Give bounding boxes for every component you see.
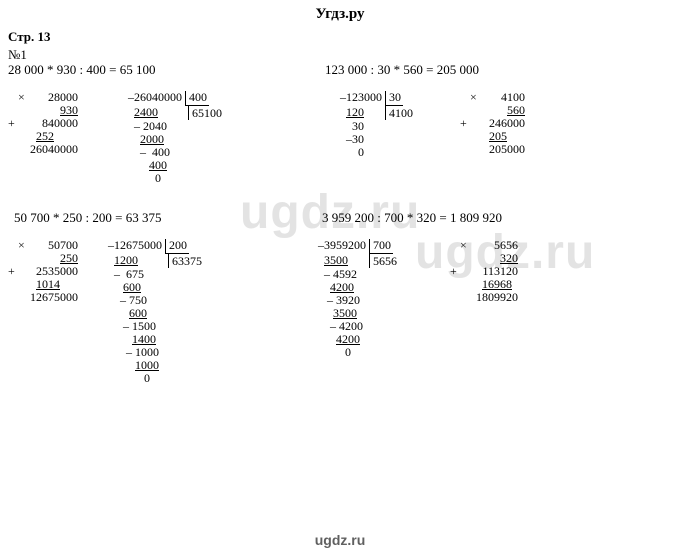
p2-mult-bot: 560 — [507, 103, 525, 117]
site-header: Угдз.ру — [0, 0, 680, 23]
p1-div-s3: 2000 — [140, 132, 164, 146]
plus-sign: + — [8, 265, 15, 278]
p3-div-s7: 1400 — [132, 332, 156, 346]
p1-div-s1: 2400 — [134, 105, 158, 119]
mult-sign: × — [18, 239, 25, 252]
p4-mult-top: 5656 — [494, 238, 518, 252]
p3-mult-p1: 1014 — [36, 277, 78, 291]
p1-div: –26040000 400 2400 65100 – 2040 2000 – 4… — [128, 78, 224, 185]
p1-equation: 28 000 * 930 : 400 = 65 100 — [8, 63, 155, 76]
mult-sign: × — [470, 91, 477, 104]
p2-mult: ×4100 560 +246000 205 205000 — [470, 78, 525, 156]
p3-div-s6: – 1500 — [123, 319, 156, 333]
plus-sign: + — [8, 117, 15, 130]
p1-div-dividend: 26040000 — [134, 91, 182, 104]
p2-mult-top: 4100 — [501, 90, 525, 104]
p3-div-s3: 600 — [123, 280, 141, 294]
p3-mult-p0: 2535000 — [36, 264, 78, 278]
p1-div-divisor: 400 — [185, 91, 209, 106]
p1-mult-bot: 930 — [60, 103, 78, 117]
p3-div-s2: – 675 — [114, 267, 144, 281]
p3-div-s8: – 1000 — [126, 345, 159, 359]
p1-div-s6: 0 — [155, 171, 161, 185]
p2-div-quot: 4100 — [385, 106, 415, 120]
p3-mult-top: 50700 — [48, 238, 78, 252]
p3-div-s9: 1000 — [135, 358, 159, 372]
p3-equation: 50 700 * 250 : 200 = 63 375 — [14, 211, 161, 224]
mult-sign: × — [18, 91, 25, 104]
plus-sign: + — [450, 265, 457, 278]
p2-mult-res: 205000 — [489, 142, 525, 156]
p2-div-s4: 0 — [358, 145, 364, 159]
p4-div-s6: – 4200 — [330, 319, 363, 333]
task-number: №1 — [8, 47, 680, 63]
mult-sign: × — [460, 239, 467, 252]
p3-mult-res: 12675000 — [30, 290, 78, 304]
p1-div-s5: 400 — [149, 158, 167, 172]
p4-div-dividend: 3959200 — [324, 239, 366, 252]
p4-div-s7: 4200 — [336, 332, 360, 346]
p4-div-s3: 4200 — [330, 280, 354, 294]
page-label: Стр. 13 — [8, 29, 680, 45]
p4-div-divisor: 700 — [369, 239, 393, 254]
p3-div-s1: 1200 — [114, 253, 138, 267]
p1-mult-res: 26040000 — [30, 142, 78, 156]
p2-div-s3: –30 — [346, 132, 364, 146]
p1-mult: ×28000 930 +840000 252 26040000 — [18, 78, 78, 156]
p1-mult-p1: 252 — [36, 129, 78, 143]
p1-mult-top: 28000 — [48, 90, 78, 104]
p3-div-s4: – 750 — [120, 293, 147, 307]
p2-div-dividend: 123000 — [346, 91, 382, 104]
p4-equation: 3 959 200 : 700 * 320 = 1 809 920 — [322, 211, 502, 224]
p4-div: –3959200 700 3500 5656 – 4592 4200 – 392… — [318, 226, 399, 359]
footer-watermark: ugdz.ru — [0, 532, 680, 548]
p4-mult-res: 1809920 — [476, 290, 518, 304]
p2-mult-p1: 205 — [489, 129, 525, 143]
plus-sign: + — [460, 117, 467, 130]
p3-div-s5: 600 — [129, 306, 147, 320]
p2-div: –123000 30 120 4100 30 –30 00 — [340, 78, 415, 159]
p4-mult-p1: 16968 — [482, 277, 518, 291]
p4-div-s1: 3500 — [324, 253, 348, 267]
p4-mult-p0: 113120 — [482, 264, 518, 278]
p3-div-s10: 0 — [144, 371, 150, 385]
p4-mult-bot: 320 — [500, 251, 518, 265]
p3-mult-bot: 250 — [60, 251, 78, 265]
p2-div-s2: 30 — [349, 119, 364, 133]
p3-div-dividend: 12675000 — [114, 239, 162, 252]
p4-div-s4: – 3920 — [327, 293, 360, 307]
p4-div-s2: – 4592 — [324, 267, 357, 281]
p3-div-quot: 63375 — [168, 254, 204, 268]
p4-div-quot: 5656 — [369, 254, 399, 268]
p2-div-s1: 120 — [346, 105, 364, 119]
p1-div-s4: – 400 — [140, 145, 170, 159]
p3-div: –12675000 200 1200 63375 – 675 600 – 750… — [108, 226, 204, 385]
p4-mult: ×5656 320 +113120 16968 1809920 — [460, 226, 518, 304]
p1-div-s2: – 2040 — [134, 119, 167, 133]
p2-mult-p0: 246000 — [489, 116, 525, 130]
p3-div-divisor: 200 — [165, 239, 189, 254]
p2-div-divisor: 30 — [385, 91, 403, 106]
p2-equation: 123 000 : 30 * 560 = 205 000 — [325, 63, 479, 76]
p4-div-s5: 3500 — [333, 306, 357, 320]
p4-div-s8: 0 — [345, 345, 351, 359]
p1-mult-p0: 840000 — [42, 116, 78, 130]
p3-mult: ×50700 250 +2535000 1014 12675000 — [18, 226, 78, 304]
p1-div-quot: 65100 — [188, 106, 224, 120]
